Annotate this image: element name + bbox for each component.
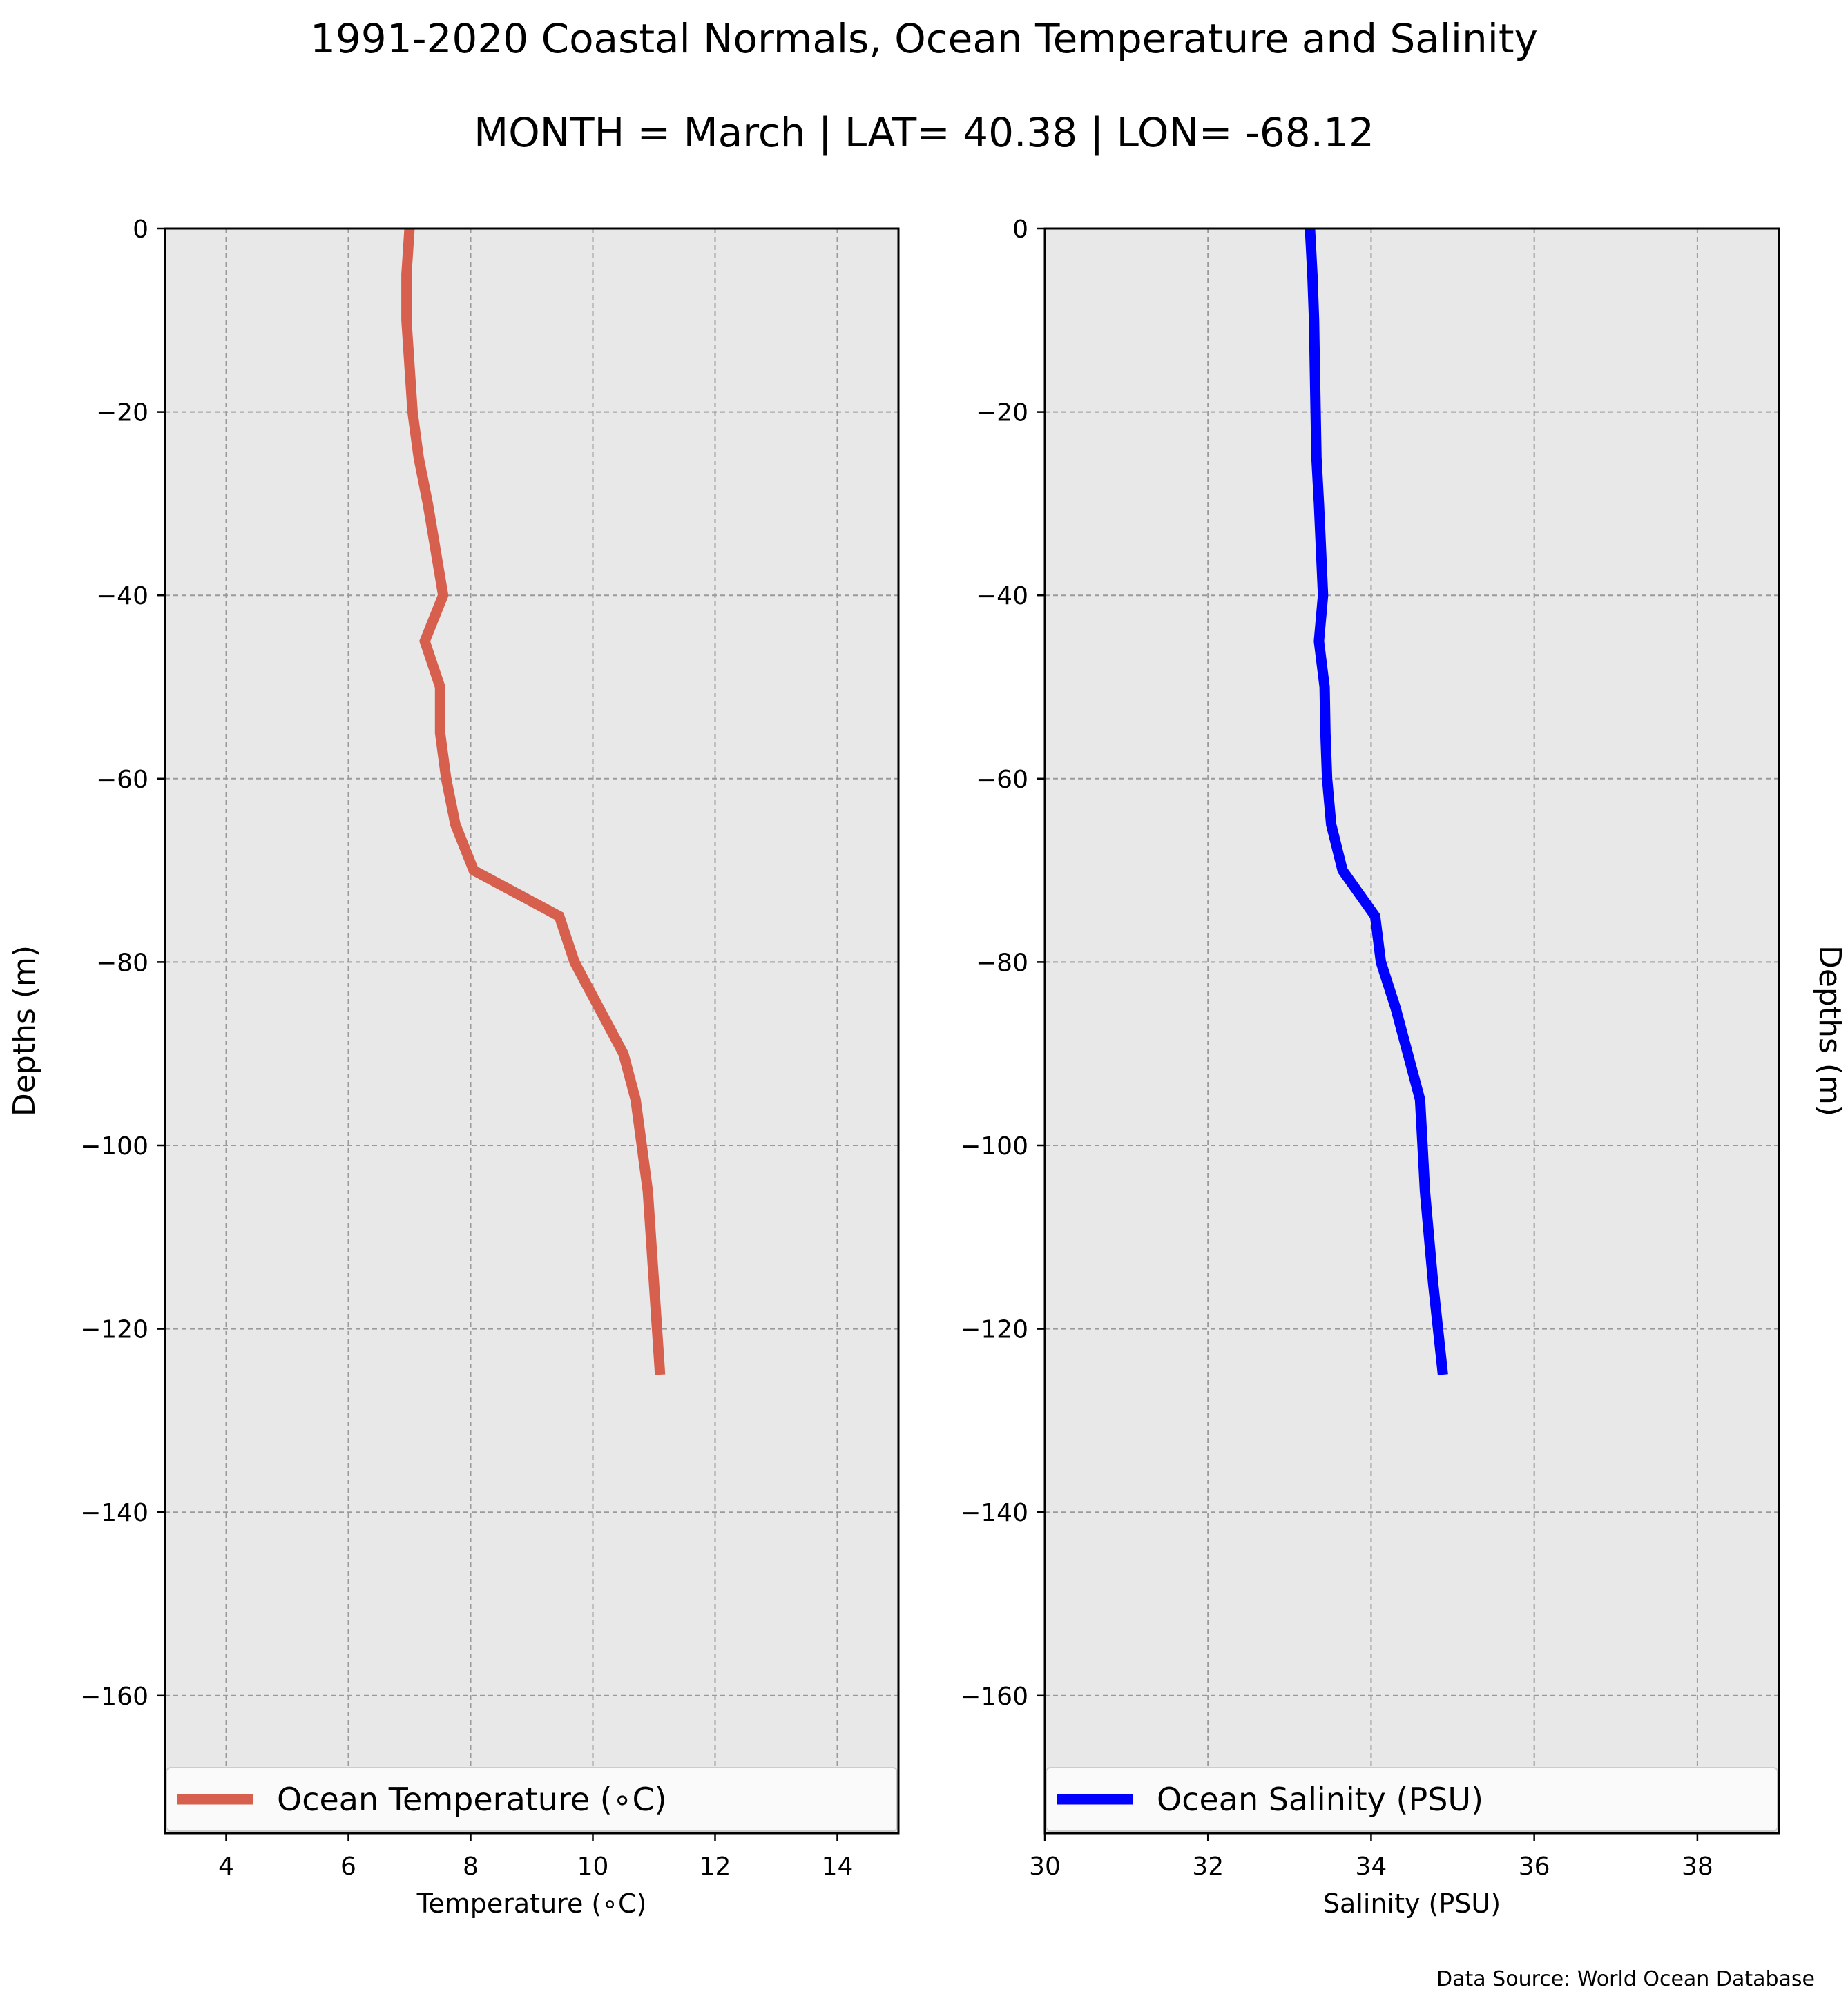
x-tick-label: 32	[1192, 1852, 1224, 1881]
x-tick-label: 8	[463, 1852, 479, 1881]
y-tick-label: −160	[960, 1683, 1028, 1711]
y-tick-label: −100	[80, 1132, 148, 1161]
y-tick-label: −20	[96, 399, 148, 427]
y-tick-label: −160	[80, 1683, 148, 1711]
series-line-temp	[401, 228, 666, 1375]
plot-background-temp	[165, 229, 898, 1833]
y-tick-label: −140	[80, 1499, 148, 1527]
legend-box	[1046, 1767, 1778, 1832]
x-axis-label-temp: Temperature (∘C)	[416, 1888, 647, 1919]
y-tick-label: −60	[96, 766, 148, 794]
y-tick-label: 0	[133, 215, 148, 244]
legend-box	[166, 1767, 898, 1832]
x-tick-label: 4	[218, 1852, 234, 1881]
x-tick-label: 34	[1356, 1852, 1387, 1881]
axes-frame-sal	[1043, 227, 1780, 1835]
y-tick-label: −100	[960, 1132, 1028, 1161]
y-tick-label: −120	[960, 1316, 1028, 1344]
x-axis-label-sal: Salinity (PSU)	[1323, 1888, 1501, 1919]
chart-subtitle: MONTH = March | LAT= 40.38 | LON= -68.12	[474, 109, 1374, 156]
y-tick-label: −40	[976, 582, 1028, 610]
x-tick-label: 38	[1682, 1852, 1713, 1881]
y-tick-label: −20	[976, 399, 1028, 427]
y-tick-label: −40	[96, 582, 148, 610]
x-tick-label: 12	[700, 1852, 731, 1881]
x-tick-label: 36	[1519, 1852, 1550, 1881]
plot-background-sal	[1045, 229, 1779, 1833]
y-tick-label: −80	[96, 949, 148, 977]
legend-temp: Ocean Temperature (∘C)	[166, 1767, 898, 1832]
legend-label: Ocean Salinity (PSU)	[1157, 1781, 1483, 1818]
series-line-sal	[1305, 228, 1448, 1375]
chart-title: 1991-2020 Coastal Normals, Ocean Tempera…	[310, 15, 1538, 62]
legend-label: Ocean Temperature (∘C)	[277, 1781, 667, 1818]
y-tick-label: −60	[976, 766, 1028, 794]
panel-sal: Ocean Salinity (PSU) 30 32 34 36 38 0 −20 −40 −60…	[960, 215, 1847, 1919]
x-tick-label: 10	[577, 1852, 609, 1881]
y-tick-label: −120	[80, 1316, 148, 1344]
legend-sal: Ocean Salinity (PSU)	[1046, 1767, 1778, 1832]
y-axis-label-temp: Depths (m)	[7, 945, 42, 1116]
y-tick-label: −80	[976, 949, 1028, 977]
x-tick-label: 6	[340, 1852, 356, 1881]
y-axis-label-sal: Depths (m)	[1812, 945, 1847, 1116]
panel-temp: Ocean Temperature (∘C) 4 6 8 10 12 14 0 −20 −40 −6…	[7, 215, 900, 1919]
y-tick-label: −140	[960, 1499, 1028, 1527]
x-tick-label: 30	[1029, 1852, 1061, 1881]
axes-frame-temp	[164, 227, 900, 1835]
x-tick-label: 14	[822, 1852, 854, 1881]
y-tick-label: 0	[1012, 215, 1028, 244]
data-source-note: Data Source: World Ocean Database	[1436, 1967, 1815, 1991]
